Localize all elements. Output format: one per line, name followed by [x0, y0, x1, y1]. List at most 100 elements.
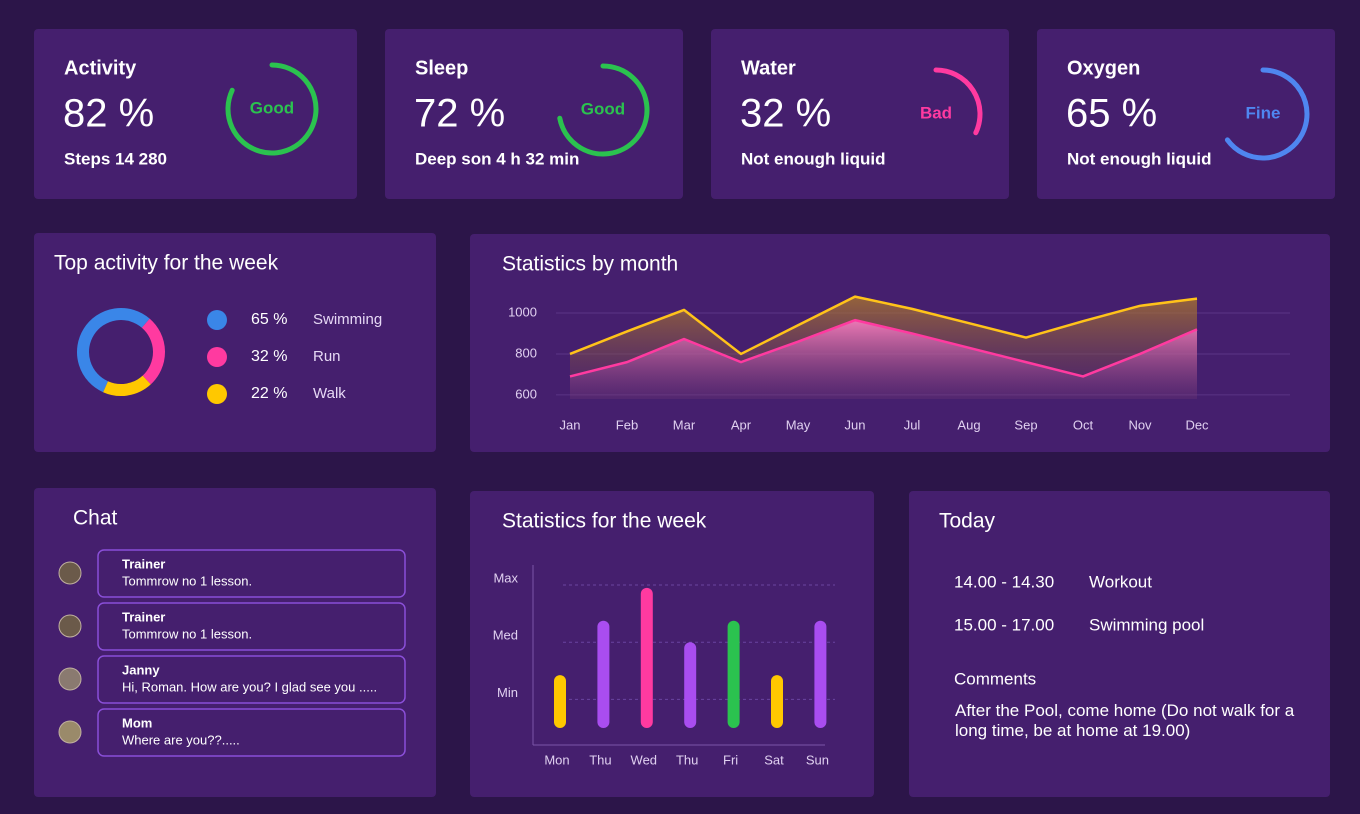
- legend-value: 22 %: [251, 385, 287, 402]
- gauge-status: Good: [581, 99, 625, 118]
- card-detail: Steps 14 280: [64, 149, 167, 168]
- x-tick-label: Jun: [845, 417, 866, 432]
- comments: After the Pool, come home (Do not walk f…: [955, 701, 1295, 740]
- message-name: Janny: [122, 662, 160, 677]
- x-tick-label: Sat: [764, 752, 784, 767]
- line: [569, 295, 1198, 356]
- message-box: [97, 655, 406, 704]
- y-tick-label: Max: [493, 570, 518, 585]
- panel-title: Statistics by month: [502, 253, 678, 276]
- card-value: 82 %: [63, 92, 154, 136]
- message-text: Hi, Roman. How are you? I glad see you .…: [122, 679, 377, 694]
- card: [909, 491, 1330, 797]
- panel-title: Chat: [73, 507, 118, 530]
- x-tick-label: Sun: [806, 752, 829, 767]
- schedule-time: 15.00 - 17.00: [954, 615, 1054, 634]
- card-title: Water: [741, 57, 796, 79]
- card-detail: Not enough liquid: [741, 149, 885, 168]
- comments-box: After the Pool, come home (Do not walk f…: [955, 701, 1295, 740]
- x-tick-label: Jul: [904, 417, 921, 432]
- x-tick-label: Wed: [631, 752, 658, 767]
- schedule-task: Swimming pool: [1089, 615, 1204, 634]
- card-value: 32 %: [740, 92, 831, 136]
- legend-dot: [207, 347, 227, 367]
- avatar: [58, 561, 82, 585]
- x-tick-label: Aug: [957, 417, 980, 432]
- card-value: 65 %: [1066, 92, 1157, 136]
- schedule-task: Workout: [1089, 572, 1152, 591]
- bar: [814, 620, 827, 728]
- panel-title: Top activity for the week: [54, 252, 279, 275]
- x-tick-label: Thu: [676, 752, 698, 767]
- message-name: Mom: [122, 715, 152, 730]
- area: [570, 320, 1197, 399]
- x-tick-label: Dec: [1185, 417, 1209, 432]
- card-detail: Not enough liquid: [1067, 149, 1211, 168]
- bar: [684, 642, 697, 728]
- avatar: [58, 614, 82, 638]
- gauge-arc: [1224, 67, 1310, 161]
- x-tick-label: Sep: [1014, 417, 1037, 432]
- bar: [771, 675, 783, 728]
- avatar: [58, 667, 82, 691]
- bar: [554, 675, 566, 728]
- x-tick-label: Feb: [616, 417, 638, 432]
- line: [569, 318, 1198, 378]
- message-box: [97, 549, 406, 598]
- card: [470, 491, 874, 797]
- gauge-arc: [557, 63, 650, 157]
- legend-dot: [207, 310, 227, 330]
- x-tick-label: May: [786, 417, 811, 432]
- gauge-status: Fine: [1246, 103, 1281, 122]
- message-name: Trainer: [122, 609, 165, 624]
- bar: [597, 620, 610, 728]
- legend-value: 65 %: [251, 311, 287, 328]
- card-title: Sleep: [415, 57, 468, 79]
- gauge-arc: [225, 62, 319, 156]
- legend-name: Walk: [313, 385, 346, 402]
- legend-dot: [207, 384, 227, 404]
- avatar: [58, 720, 82, 744]
- card-title: Activity: [64, 57, 137, 79]
- card-detail: Deep son 4 h 32 min: [415, 149, 579, 168]
- card: [34, 233, 436, 452]
- card: [385, 29, 683, 199]
- donut-segment: [103, 375, 151, 396]
- gauge-status: Good: [250, 98, 294, 117]
- message-text: Tommrow no 1 lesson.: [122, 626, 252, 641]
- card-title: Oxygen: [1067, 57, 1140, 79]
- message-box: [97, 708, 406, 757]
- y-tick-label: Min: [497, 685, 518, 700]
- legend-name: Swimming: [313, 311, 382, 328]
- card: [34, 29, 357, 199]
- panel-title: Today: [939, 510, 996, 533]
- bar: [640, 587, 653, 728]
- legend-value: 32 %: [251, 348, 287, 365]
- bar: [727, 620, 740, 728]
- x-tick-label: Mon: [544, 752, 569, 767]
- message-name: Trainer: [122, 556, 165, 571]
- x-tick-label: Thu: [589, 752, 611, 767]
- x-tick-label: Mar: [673, 417, 696, 432]
- message-box: [97, 602, 406, 651]
- x-tick-label: Jan: [560, 417, 581, 432]
- x-tick-label: Nov: [1128, 417, 1152, 432]
- panel-title: Statistics for the week: [502, 510, 707, 533]
- y-tick-label: Med: [493, 628, 518, 643]
- x-tick-label: Fri: [723, 752, 738, 767]
- x-tick-label: Apr: [731, 417, 752, 432]
- donut-segment: [77, 308, 150, 393]
- message-text: Tommrow no 1 lesson.: [122, 573, 252, 588]
- schedule-time: 14.00 - 14.30: [954, 572, 1054, 591]
- y-tick-label: 1000: [508, 304, 537, 319]
- card: [34, 488, 436, 797]
- comments-title: Comments: [954, 669, 1036, 688]
- legend-name: Run: [313, 348, 341, 365]
- gauge-arc: [933, 67, 983, 136]
- donut-segment: [141, 318, 165, 385]
- gauge-status: Bad: [920, 103, 952, 122]
- y-tick-label: 800: [515, 345, 537, 360]
- message-text: Where are you??.....: [122, 732, 240, 747]
- card-value: 72 %: [414, 92, 505, 136]
